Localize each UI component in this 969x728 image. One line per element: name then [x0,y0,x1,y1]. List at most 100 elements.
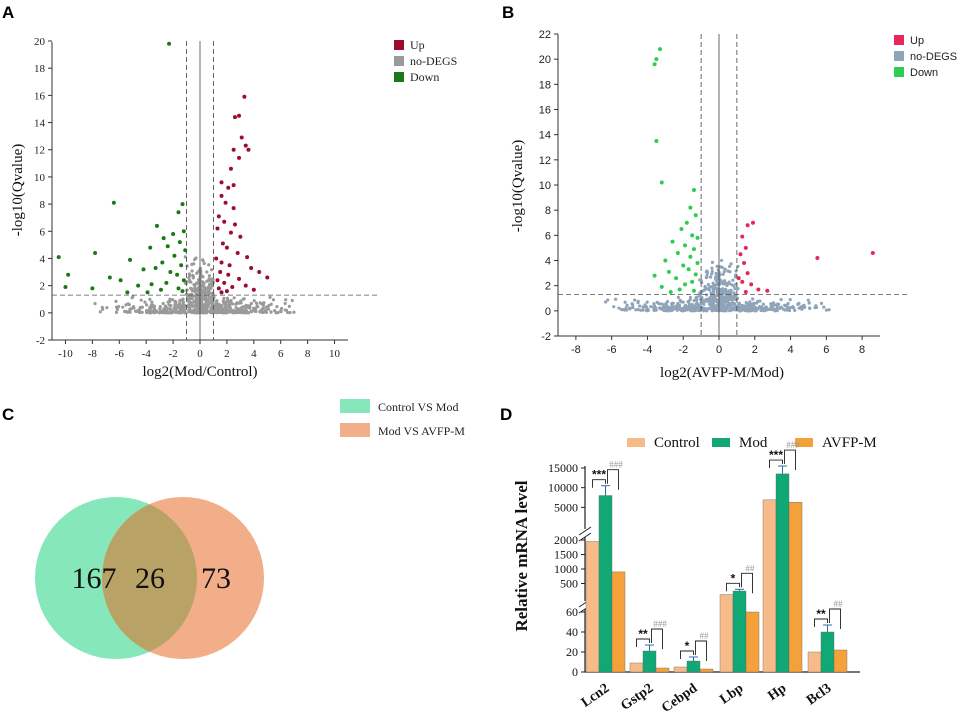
a-up-point [230,284,235,289]
b-no-degs-point [612,305,616,309]
a-no-degs-point [234,306,238,310]
b-x-tick-label: -8 [571,344,581,356]
d-sig-control-mod: *** [769,448,783,462]
b-no-degs-point [723,267,727,271]
a-up-point [223,200,228,205]
a-no-degs-point [188,280,192,284]
b-no-degs-point [783,308,787,312]
d-legend-swatch-avfp [795,438,813,447]
b-no-degs-point [733,293,737,297]
a-down-point [107,275,112,280]
b-down-point [674,276,679,281]
a-no-degs-point [287,304,292,308]
b-down-point [691,288,696,293]
panel-label-d: D [500,405,512,424]
b-down-point [686,267,691,272]
a-no-degs-point [202,261,206,266]
b-no-degs-point [623,300,627,304]
a-no-degs-point [209,299,213,303]
a-no-degs-point [200,308,204,312]
b-no-degs-point [687,300,691,304]
a-no-degs-point [105,306,109,310]
a-no-degs-point [144,303,149,307]
a-down-point [93,251,98,256]
b-no-degs-point [664,306,668,310]
a-x-tick-label: -2 [169,348,178,360]
b-legend-swatch-none [894,51,904,61]
d-y-tick-label: 40 [566,625,578,639]
panel-a: A -2 0 2 4 6 8 10 12 14 16 18 20 -10 -8 -6 -4 -2 0 2 4 6 8 10… [2,3,457,380]
a-no-degs-point [243,310,247,314]
b-no-degs-point [699,301,703,305]
d-axis-break-mark [578,526,592,536]
a-no-degs-point [193,285,197,289]
a-up-point [226,185,231,190]
a-legend-none: no-DEGS [410,54,457,68]
a-up-point [228,230,233,235]
a-no-degs-point [258,309,263,313]
a-no-degs-point [140,305,144,309]
d-bracket-mod-avfp [651,628,663,649]
b-up-point [738,252,743,257]
b-no-degs-point [662,303,666,307]
b-no-degs-point [659,307,663,311]
a-x-tick-label: -4 [142,348,152,360]
a-no-degs-point [197,304,201,309]
b-no-degs-point [625,303,629,307]
d-category-label: Hp [765,681,789,704]
b-no-degs-point [670,308,674,312]
a-legend-up: Up [410,38,425,52]
b-no-degs-point [713,286,717,291]
b-no-degs-point [791,305,795,310]
b-no-degs-point [680,309,685,313]
b-no-degs-point [641,308,645,312]
b-no-degs-point [754,308,759,312]
b-up-point [870,250,875,255]
b-no-degs-point [751,302,756,307]
a-x-tick-label: -6 [115,348,125,360]
b-down-point [679,227,684,232]
b-no-degs-point [714,275,718,279]
a-no-degs-point [214,305,219,310]
a-no-degs-point [205,305,209,309]
a-up-point [242,94,247,99]
a-down-point [161,236,166,241]
b-no-degs-point [740,308,744,312]
b-no-degs-point [636,301,640,305]
a-no-degs-point [185,264,189,268]
b-no-degs-point [674,304,679,308]
b-no-degs-point [722,295,726,300]
b-no-degs-point [728,291,733,295]
a-down-point [148,245,153,250]
a-y-tick-label: 8 [40,199,46,211]
a-no-degs-point [173,299,177,303]
a-no-degs-point [209,282,213,286]
b-down-point [652,62,657,67]
a-down-point [164,280,169,285]
a-no-degs-point [181,297,185,301]
d-bar-avfpm [611,571,626,673]
a-y-ticks: -2 0 2 4 6 8 10 12 14 16 18 20 [34,36,52,347]
b-no-degs-point [709,272,714,276]
a-no-degs-point [189,292,193,297]
a-no-degs-point [171,298,175,302]
a-no-degs-point [192,310,196,314]
d-bar-mod [686,660,701,673]
a-no-degs-point [149,311,153,315]
b-no-degs-point [645,300,649,304]
a-y-tick-label: 6 [40,226,46,238]
a-down-point [171,231,176,236]
b-down-point [691,188,696,193]
b-no-degs-point [706,282,710,287]
a-no-degs-point [195,281,199,286]
b-no-degs-point [726,296,731,300]
c-legend-mod: Mod VS AVFP-M [378,424,465,438]
a-down-point [179,263,184,268]
b-no-degs-point [720,258,724,263]
a-no-degs-point [126,302,130,306]
b-no-degs-point [698,278,702,282]
a-no-degs-point [150,300,154,304]
b-x-label: log2(AVFP-M/Mod) [660,365,784,381]
b-no-degs-point [709,301,713,306]
b-no-degs-point [687,303,692,307]
